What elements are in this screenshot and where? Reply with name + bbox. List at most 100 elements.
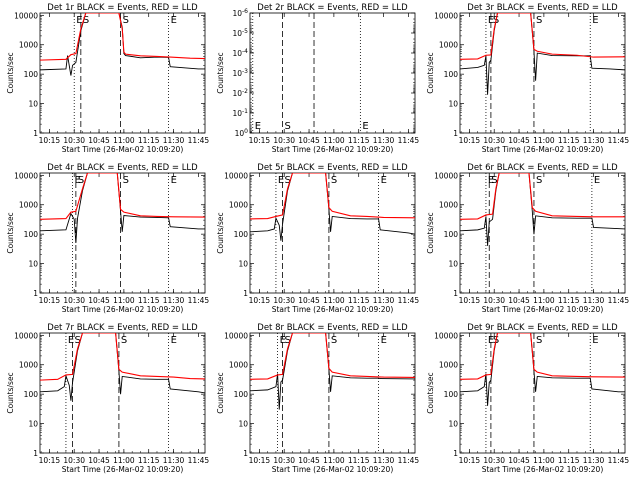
event-marker-label: S xyxy=(285,175,291,186)
panel-title: Det 7r BLACK = Events, RED = LLD xyxy=(47,323,198,333)
x-axis-label: Start Time (26-Mar-02 10:09:20) xyxy=(272,465,394,474)
x-axis-label: Start Time (26-Mar-02 10:09:20) xyxy=(482,145,604,154)
event-marker-label: E xyxy=(488,15,494,26)
event-marker-label: S xyxy=(75,335,81,346)
series-lld xyxy=(250,333,415,380)
panel-det-6r: Det 6r BLACK = Events, RED = LLD 1 10 100 10… xyxy=(426,163,629,314)
event-marker-label: E xyxy=(68,335,74,346)
x-tick-label: 10:30 xyxy=(273,296,295,305)
x-tick-label: 11:00 xyxy=(323,296,345,305)
y-tick-label: 1 xyxy=(243,449,248,458)
x-axis-label: Start Time (26-Mar-02 10:09:20) xyxy=(62,145,184,154)
series-lld xyxy=(460,173,625,220)
y-tick-label: 10-6 xyxy=(232,8,248,18)
event-marker-label: S xyxy=(123,175,129,186)
x-tick-label: 10:15 xyxy=(249,296,271,305)
panel-det-9r: Det 9r BLACK = Events, RED = LLD 1 10 100 10… xyxy=(426,323,629,474)
series-events xyxy=(40,333,205,401)
y-tick-label: 100 xyxy=(444,230,459,239)
x-tick-label: 10:30 xyxy=(63,296,85,305)
event-marker-label: E xyxy=(592,15,598,26)
x-tick-label: 10:15 xyxy=(39,136,61,145)
y-tick-label: 100 xyxy=(235,128,249,138)
plot-frame xyxy=(249,12,416,134)
x-tick-label: 11:15 xyxy=(138,456,160,465)
y-tick-label: 100 xyxy=(234,390,249,399)
panel-det-7r: Det 7r BLACK = Events, RED = LLD 1 10 100 10… xyxy=(6,323,209,474)
plot-frame xyxy=(249,332,416,454)
event-marker-label: E xyxy=(594,175,600,186)
series-group xyxy=(40,173,205,244)
panel-det-3r: Det 3r BLACK = Events, RED = LLD 1 10 100 10… xyxy=(426,3,629,154)
panel-det-1r: Det 1r BLACK = Events, RED = LLD 1 10 100 10… xyxy=(6,3,209,154)
y-tick-label: 10-4 xyxy=(232,48,248,58)
plot-frame xyxy=(39,12,206,134)
event-marker-label: S xyxy=(78,175,84,186)
x-tick-label: 10:45 xyxy=(88,136,110,145)
x-tick-label: 11:45 xyxy=(398,296,420,305)
y-tick-label: 1000 xyxy=(439,361,458,370)
y-axis-label: Counts/sec xyxy=(6,212,15,253)
series-lld xyxy=(460,13,625,60)
x-tick-label: 10:15 xyxy=(39,456,61,465)
y-tick-label: 10 xyxy=(448,100,458,109)
y-tick-label: 1000 xyxy=(229,201,248,210)
x-tick-label: 10:45 xyxy=(508,296,530,305)
panel-det-5r: Det 5r BLACK = Events, RED = LLD 1 10 100 10… xyxy=(216,163,419,314)
y-tick-label: 10000 xyxy=(224,331,248,340)
y-tick-label: 1 xyxy=(33,449,38,458)
y-tick-label: 1 xyxy=(453,289,458,298)
panel-title: Det 3r BLACK = Events, RED = LLD xyxy=(467,3,618,13)
event-marker-label: E xyxy=(75,175,81,186)
x-tick-label: 11:15 xyxy=(348,136,370,145)
y-tick-label: 10000 xyxy=(14,331,38,340)
y-tick-label: 10 xyxy=(28,260,38,269)
y-tick-label: 1 xyxy=(33,129,38,138)
event-marker-label: S xyxy=(536,175,542,186)
x-tick-label: 11:00 xyxy=(533,296,555,305)
x-tick-label: 10:45 xyxy=(508,136,530,145)
x-tick-label: 10:15 xyxy=(39,296,61,305)
x-tick-label: 10:15 xyxy=(249,136,271,145)
y-tick-label: 1000 xyxy=(19,361,38,370)
y-tick-label: 1 xyxy=(243,289,248,298)
x-tick-label: 11:45 xyxy=(398,456,420,465)
event-marker-label: E xyxy=(381,175,387,186)
series-events xyxy=(460,13,625,95)
x-tick-label: 10:30 xyxy=(483,136,505,145)
panel-title: Det 6r BLACK = Events, RED = LLD xyxy=(467,163,618,173)
x-tick-label: 10:30 xyxy=(483,456,505,465)
event-marker-label: S xyxy=(331,335,337,346)
y-tick-label: 100 xyxy=(234,230,249,239)
series-events xyxy=(460,333,625,406)
x-tick-label: 10:15 xyxy=(249,456,271,465)
x-axis-label: Start Time (26-Mar-02 10:09:20) xyxy=(482,305,604,314)
y-tick-label: 1000 xyxy=(439,201,458,210)
x-tick-label: 10:45 xyxy=(298,456,320,465)
panel-title: Det 5r BLACK = Events, RED = LLD xyxy=(257,163,408,173)
series-lld xyxy=(460,333,625,380)
x-tick-label: 11:30 xyxy=(583,296,605,305)
series-group xyxy=(40,333,205,401)
y-tick-label: 10-2 xyxy=(232,88,248,98)
x-tick-label: 11:00 xyxy=(533,136,555,145)
y-tick-label: 10 xyxy=(28,100,38,109)
y-tick-label: 100 xyxy=(444,70,459,79)
y-tick-label: 10000 xyxy=(434,11,458,20)
x-tick-label: 11:15 xyxy=(348,296,370,305)
y-axis-label: Counts/sec xyxy=(426,212,435,253)
y-tick-label: 1000 xyxy=(19,41,38,50)
x-tick-label: 11:45 xyxy=(188,296,210,305)
panel-title: Det 8r BLACK = Events, RED = LLD xyxy=(257,323,408,333)
y-tick-label: 1000 xyxy=(19,201,38,210)
x-tick-label: 11:45 xyxy=(188,136,210,145)
x-tick-label: 11:30 xyxy=(163,296,185,305)
x-tick-label: 11:00 xyxy=(113,136,135,145)
series-group xyxy=(460,173,625,246)
x-tick-label: 10:45 xyxy=(298,296,320,305)
y-tick-label: 10000 xyxy=(224,171,248,180)
y-axis-label: Counts/sec xyxy=(216,372,225,413)
event-marker-label: S xyxy=(536,335,542,346)
y-axis-label: Counts/sec xyxy=(216,212,225,253)
series-group xyxy=(40,13,205,76)
